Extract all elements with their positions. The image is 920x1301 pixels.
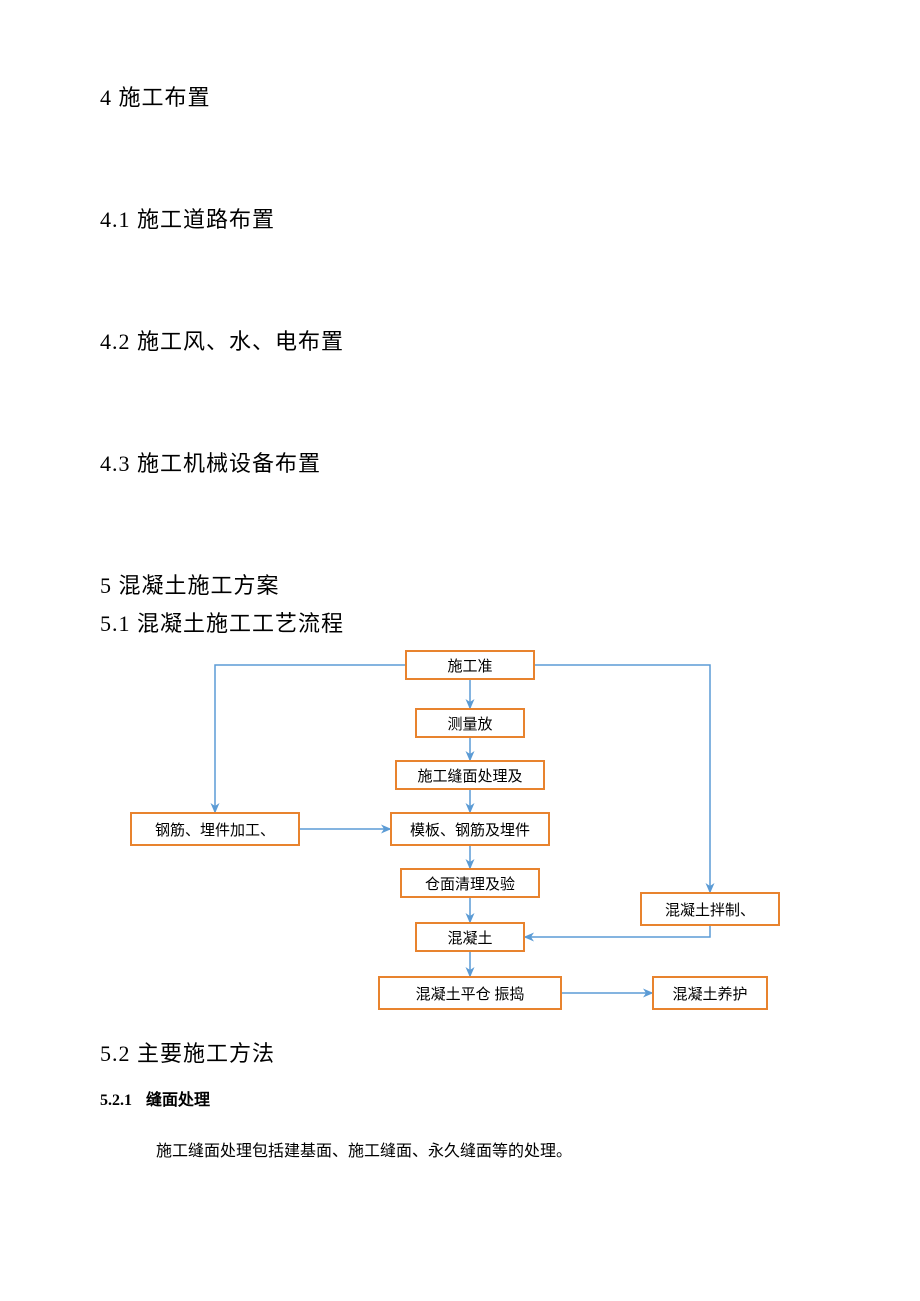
heading-4-3: 4.3 施工机械设备布置	[100, 446, 820, 478]
heading-5: 5 混凝土施工方案	[100, 568, 820, 600]
flowchart-node-n4: 钢筋、埋件加工、	[130, 812, 300, 846]
heading-5-2-1-title: 缝面处理	[146, 1092, 210, 1109]
heading-4-2: 4.2 施工风、水、电布置	[100, 324, 820, 356]
paragraph-seam-treatment: 施工缝面处理包括建基面、施工缝面、永久缝面等的处理。	[124, 1138, 820, 1167]
heading-5-2-1-num: 5.2.1	[100, 1092, 132, 1109]
flowchart-node-n7: 混凝土拌制、	[640, 892, 780, 926]
flowchart-node-n3: 施工缝面处理及	[395, 760, 545, 790]
flowchart-node-n5: 模板、钢筋及埋件	[390, 812, 550, 846]
heading-4: 4 施工布置	[100, 80, 820, 112]
flowchart-node-n2: 测量放	[415, 708, 525, 738]
flowchart-node-n9: 混凝土平仓 振捣	[378, 976, 562, 1010]
heading-5-2-1: 5.2.1 缝面处理	[100, 1086, 820, 1110]
flowchart-node-n10: 混凝土养护	[652, 976, 768, 1010]
heading-5-2: 5.2 主要施工方法	[100, 1036, 820, 1068]
heading-4-1: 4.1 施工道路布置	[100, 202, 820, 234]
heading-5-1: 5.1 混凝土施工工艺流程	[100, 606, 820, 638]
flowchart-node-n8: 混凝土	[415, 922, 525, 952]
flowchart-construction-process: 施工准测量放施工缝面处理及钢筋、埋件加工、 模板、钢筋及埋件仓面清理及验混凝土拌制…	[100, 650, 820, 1030]
flowchart-node-n1: 施工准	[405, 650, 535, 680]
flowchart-node-n6: 仓面清理及验	[400, 868, 540, 898]
